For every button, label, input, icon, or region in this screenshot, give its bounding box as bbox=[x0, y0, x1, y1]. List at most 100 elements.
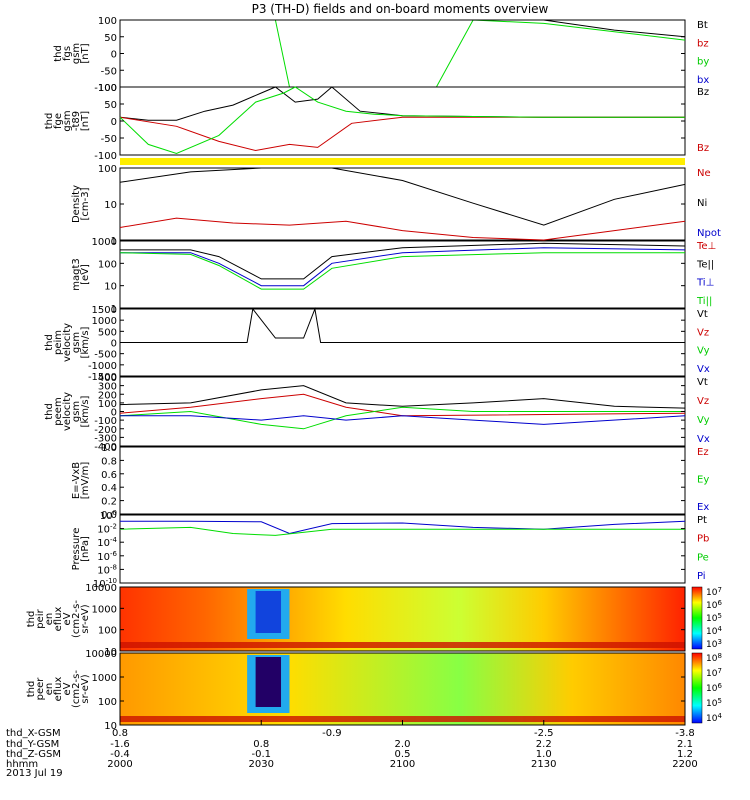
panel-temp: 1000 100 10 1 magt3[eV] Te⊥ Te|| Ti⊥ Ti|| bbox=[71, 237, 716, 315]
series-pi bbox=[120, 520, 686, 535]
y-axis-label: thdfgsgsm[nT] bbox=[53, 43, 91, 64]
orbit-row-value: -0.1 bbox=[251, 749, 271, 760]
legend-entry: Pe bbox=[697, 552, 709, 563]
colorbar-label: 103 bbox=[706, 638, 722, 650]
y-axis-label: E=-VxB[mV/m] bbox=[71, 462, 91, 500]
spectrogram-band bbox=[120, 642, 685, 648]
y-tick-label: 100 bbox=[98, 164, 117, 175]
orbit-row-value: 0.5 bbox=[395, 749, 411, 760]
series-ne bbox=[119, 217, 686, 241]
y-axis-label: thdpeirenefluxeV(cm2-s-sr-eV) bbox=[26, 600, 91, 638]
orbit-row-value: 1.2 bbox=[677, 749, 693, 760]
series-by bbox=[120, 19, 686, 88]
orbit-row-value: 2000 bbox=[107, 759, 132, 770]
colorbar-label: 106 bbox=[706, 599, 722, 611]
y-tick-label: -1000 bbox=[88, 361, 117, 372]
y-tick-label: 100 bbox=[98, 259, 117, 270]
y-tick-label: -100 bbox=[94, 416, 117, 427]
panel-fge: 100 50 0 -50 -100 thdfgegsm-t89[nT] Bz Bz bbox=[44, 83, 709, 162]
legend-entry: Pb bbox=[697, 534, 709, 545]
y-tick-label: 0.6 bbox=[101, 470, 117, 481]
separator-bar bbox=[120, 158, 685, 165]
spectrogram-bg bbox=[120, 587, 685, 651]
y-tick-label: 10 bbox=[104, 200, 117, 211]
orbit-row-label: thd_Y-GSM bbox=[6, 739, 59, 750]
spectrogram-bg bbox=[120, 653, 685, 725]
y-tick-label: 10-6 bbox=[97, 550, 117, 563]
series-vt bbox=[119, 385, 686, 409]
legend-entry: Vz bbox=[697, 327, 709, 338]
legend-entry: Bz bbox=[697, 87, 709, 98]
y-tick-label: -500 bbox=[94, 350, 117, 361]
legend-entry: Bz bbox=[697, 143, 709, 154]
legend-entry: Te|| bbox=[696, 259, 714, 270]
panel-peir: 10000 1000 100 10 thdpeirenefluxeV(cm2-s-sr-… bbox=[26, 583, 722, 658]
y-tick-label: 10000 bbox=[85, 649, 117, 660]
y-tick-label: -200 bbox=[94, 425, 117, 436]
y-tick-label: 1 bbox=[111, 304, 117, 315]
panel-pressure: 10010-210-410-610-810-10Pressure[nPa]PtP… bbox=[71, 509, 709, 590]
y-tick-label: 1000 bbox=[92, 237, 117, 248]
y-tick-label: 1000 bbox=[92, 673, 117, 684]
y-tick-label: 0.8 bbox=[101, 456, 117, 467]
legend-entry: Ez bbox=[697, 447, 709, 458]
y-tick-label: 1000 bbox=[92, 316, 117, 327]
y-tick-label: 10 bbox=[104, 647, 117, 658]
y-tick-label: 1000 bbox=[92, 604, 117, 615]
colorbar-peir bbox=[691, 586, 703, 650]
y-tick-label: 10-8 bbox=[97, 563, 117, 576]
legend-entry: Te⊥ bbox=[696, 241, 716, 252]
panel-fgs: 100 50 0 -50 -100 thdfgsgsm[nT] Bt bz by bx bbox=[53, 16, 709, 94]
y-tick-label: -100 bbox=[94, 151, 117, 162]
colorbar-label: 104 bbox=[706, 712, 722, 724]
colorbar-label: 108 bbox=[706, 652, 722, 664]
spectrogram-band bbox=[120, 716, 685, 722]
y-tick-label: -50 bbox=[101, 134, 117, 145]
legend-entry: Ni bbox=[697, 198, 707, 209]
spectrogram-lobe-core bbox=[255, 657, 282, 707]
panel-frame bbox=[119, 86, 686, 156]
y-axis-label: Density[cm-3] bbox=[71, 185, 91, 223]
series-vy bbox=[119, 406, 685, 430]
y-tick-label: 100 bbox=[98, 83, 117, 94]
y-axis-label: thdfgegsm-t89[nT] bbox=[44, 110, 91, 131]
orbit-row-value: -3.8 bbox=[675, 728, 695, 739]
series-bt bbox=[120, 19, 686, 38]
legend-entry: Vx bbox=[697, 364, 710, 375]
orbit-row-label: thd_Z-GSM bbox=[6, 749, 61, 760]
orbit-row-value: 2.0 bbox=[395, 739, 411, 750]
y-tick-label: 100 bbox=[98, 697, 117, 708]
colorbar-label: 107 bbox=[706, 586, 722, 598]
y-axis-label: thdpeemvelocitygsm[km/s] bbox=[44, 392, 91, 431]
y-tick-label: 100 bbox=[98, 16, 117, 27]
y-axis-label: thdpeerenefluxeV(cm2-s-sr-eV) bbox=[26, 670, 91, 708]
orbit-row-value: -0.4 bbox=[110, 749, 130, 760]
legend-entry: bx bbox=[697, 75, 709, 86]
legend-entry: Ti|| bbox=[696, 296, 712, 307]
orbit-row-value: -0.9 bbox=[322, 728, 342, 739]
y-tick-label: 10-4 bbox=[97, 536, 117, 549]
spectrogram-lobe-core bbox=[255, 591, 282, 633]
series-pe bbox=[119, 526, 685, 536]
y-tick-label: 50 bbox=[104, 100, 117, 111]
orbit-row-value: 2100 bbox=[390, 759, 415, 770]
legend-entry: Vt bbox=[697, 377, 708, 388]
legend-entry: Npot bbox=[697, 228, 721, 239]
legend-entry: bz bbox=[697, 38, 709, 49]
y-tick-label: 400 bbox=[98, 373, 117, 384]
panel-frame bbox=[119, 586, 686, 652]
legend-entry: Pi bbox=[697, 571, 706, 582]
panels-group: 100500-50-100thdfgsgsm[nT]Btbzbybx100500… bbox=[26, 16, 722, 732]
orbit-row-value: -1.6 bbox=[110, 739, 130, 750]
y-tick-label: 0 bbox=[111, 117, 117, 128]
y-axis-label: magt3[eV] bbox=[71, 258, 91, 291]
orbit-row-value: 2200 bbox=[672, 759, 697, 770]
y-tick-label: 500 bbox=[98, 327, 117, 338]
y-tick-label: 200 bbox=[98, 390, 117, 401]
orbit-row-value: 2.2 bbox=[536, 739, 552, 750]
y-axis-label: Pressure[nPa] bbox=[71, 528, 91, 571]
y-tick-label: -100 bbox=[94, 83, 117, 94]
